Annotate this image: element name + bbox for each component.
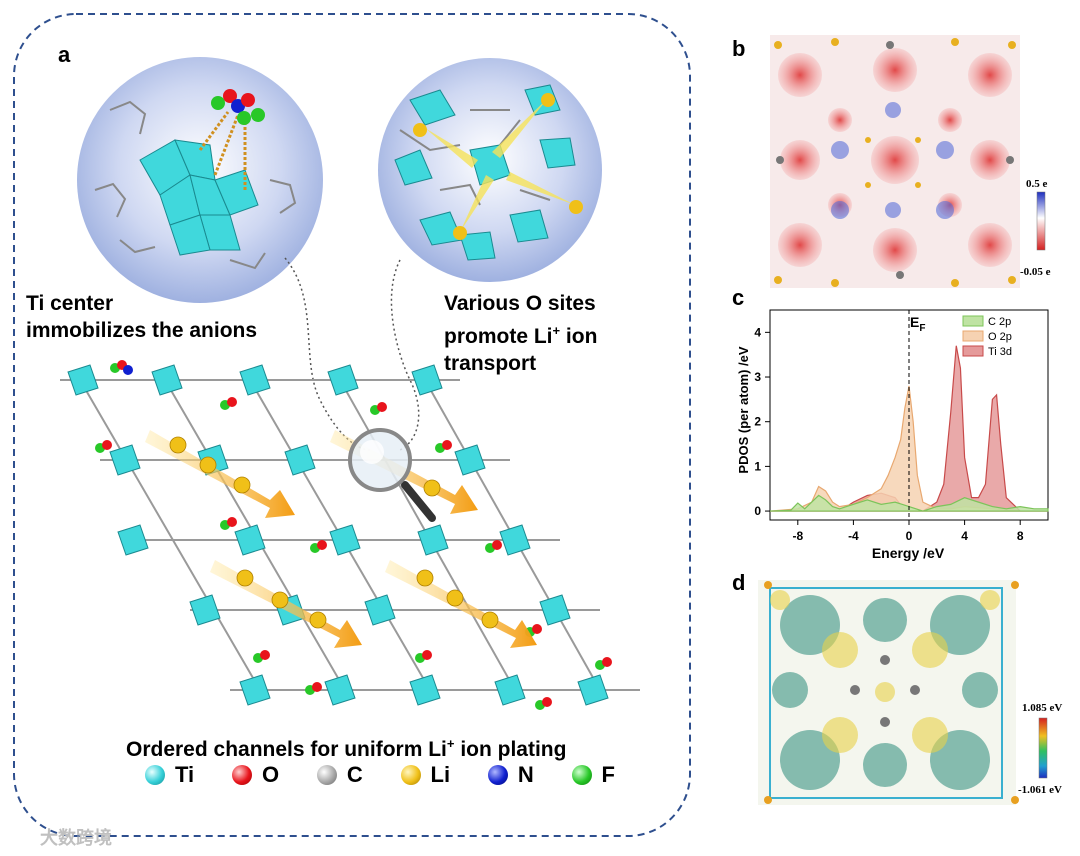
ti-ball-icon <box>145 765 165 785</box>
legend-label: Ti <box>175 762 195 787</box>
panel-d-letter: d <box>732 570 746 595</box>
legend-label: O 2p <box>988 331 1012 343</box>
legend-swatch <box>962 315 984 327</box>
y-tick-label: 2 <box>754 415 761 429</box>
panel-b-colorbar <box>1036 191 1046 251</box>
y-tick-label: 4 <box>754 325 761 339</box>
panel-b-colorbar-min: -0.05 e <box>1020 266 1051 278</box>
caption-tail: ion plating <box>454 738 567 761</box>
panel-a-dashed-frame <box>13 13 691 837</box>
callout-ti-center: Ti center immobilizes the anions <box>26 290 257 344</box>
callout-o-line3: transport <box>444 352 537 375</box>
panel-b-charge-map <box>770 35 1046 288</box>
ef-main: E <box>910 314 919 330</box>
x-tick-label: 4 <box>961 529 968 543</box>
panel-d-colorbar-max: 1.085 eV <box>1022 702 1063 714</box>
x-tick-label: 0 <box>906 529 913 543</box>
y-tick-label: 3 <box>754 370 761 384</box>
panel-d-potential-map <box>758 580 1048 805</box>
callout-o-line2-tail: ion <box>560 325 598 348</box>
legend-item-o: O <box>231 762 280 788</box>
legend-label: C 2p <box>988 316 1011 328</box>
panel-b-colorbar-max: 0.5 e <box>1026 178 1048 190</box>
legend-swatch <box>962 345 984 357</box>
left-magnified-sphere <box>77 57 323 303</box>
panel-b-letter: b <box>732 36 746 61</box>
magnifier-icon <box>348 428 436 522</box>
x-tick-label: -4 <box>848 529 859 543</box>
legend-item-c: C <box>316 762 363 788</box>
legend-label: N <box>517 762 534 787</box>
legend-label: F <box>601 762 615 787</box>
li-ball-icon <box>400 765 421 785</box>
ef-sub: F <box>919 323 925 334</box>
n-ball-icon <box>487 765 508 785</box>
caption-main: Ordered channels for uniform Li <box>126 738 447 761</box>
panel-d-colorbar-min: -1.061 eV <box>1018 784 1062 796</box>
element-legend: Ti O C Li N F <box>145 762 615 788</box>
legend-item-ti: Ti <box>145 762 194 788</box>
legend-item-n: N <box>487 762 534 788</box>
pdos-y-axis-label: PDOS (per atom) /eV <box>736 346 751 473</box>
panel-c-letter: c <box>732 285 745 310</box>
pdos-chart: -8 -4 0 4 8 0 1 2 3 4 C 2p O 2p Ti 3d PDOS (per atom… <box>736 309 1049 561</box>
callout-o-line2: promote Li <box>444 325 553 348</box>
f-ball-icon <box>571 765 592 785</box>
x-tick-label: -8 <box>792 529 803 543</box>
pdos-plot-area: -8 -4 0 4 8 0 1 2 3 4 C 2p O 2p Ti 3d <box>754 309 1049 543</box>
x-tick-label: 8 <box>1017 529 1024 543</box>
callout-ti-line2: immobilizes the anions <box>26 319 258 342</box>
pdos-x-axis-label: Energy /eV <box>872 545 945 561</box>
right-magnified-sphere <box>378 58 602 282</box>
callout-o-sites: Various O sites promote Li+ ion transpor… <box>444 290 597 377</box>
y-tick-label: 1 <box>754 459 761 473</box>
watermark-text: 大数跨境 <box>40 828 112 849</box>
c-ball-icon <box>316 765 337 785</box>
o-ball-icon <box>231 765 252 785</box>
legend-label: Ti 3d <box>988 346 1012 358</box>
callout-o-sup: + <box>552 323 561 338</box>
panel-a-letter: a <box>58 42 71 67</box>
mof-framework-lattice <box>60 360 640 710</box>
callout-ti-line1: Ti center <box>26 292 114 315</box>
fermi-level-label: EF <box>910 314 925 334</box>
legend-label: Li <box>430 762 451 787</box>
legend-label: C <box>346 762 363 787</box>
right-connector-line <box>390 259 420 451</box>
legend-item-li: Li <box>400 762 451 788</box>
callout-o-line1: Various O sites <box>444 292 596 315</box>
panel-d-colorbar <box>1038 717 1048 779</box>
panel-a-caption: Ordered channels for uniform Li+ ion pla… <box>126 730 566 763</box>
caption-sup: + <box>446 736 455 751</box>
legend-item-f: F <box>571 762 615 788</box>
left-connector-line <box>284 257 371 451</box>
legend-label: O <box>261 762 280 787</box>
legend-swatch <box>962 330 984 342</box>
y-tick-label: 0 <box>754 504 761 518</box>
